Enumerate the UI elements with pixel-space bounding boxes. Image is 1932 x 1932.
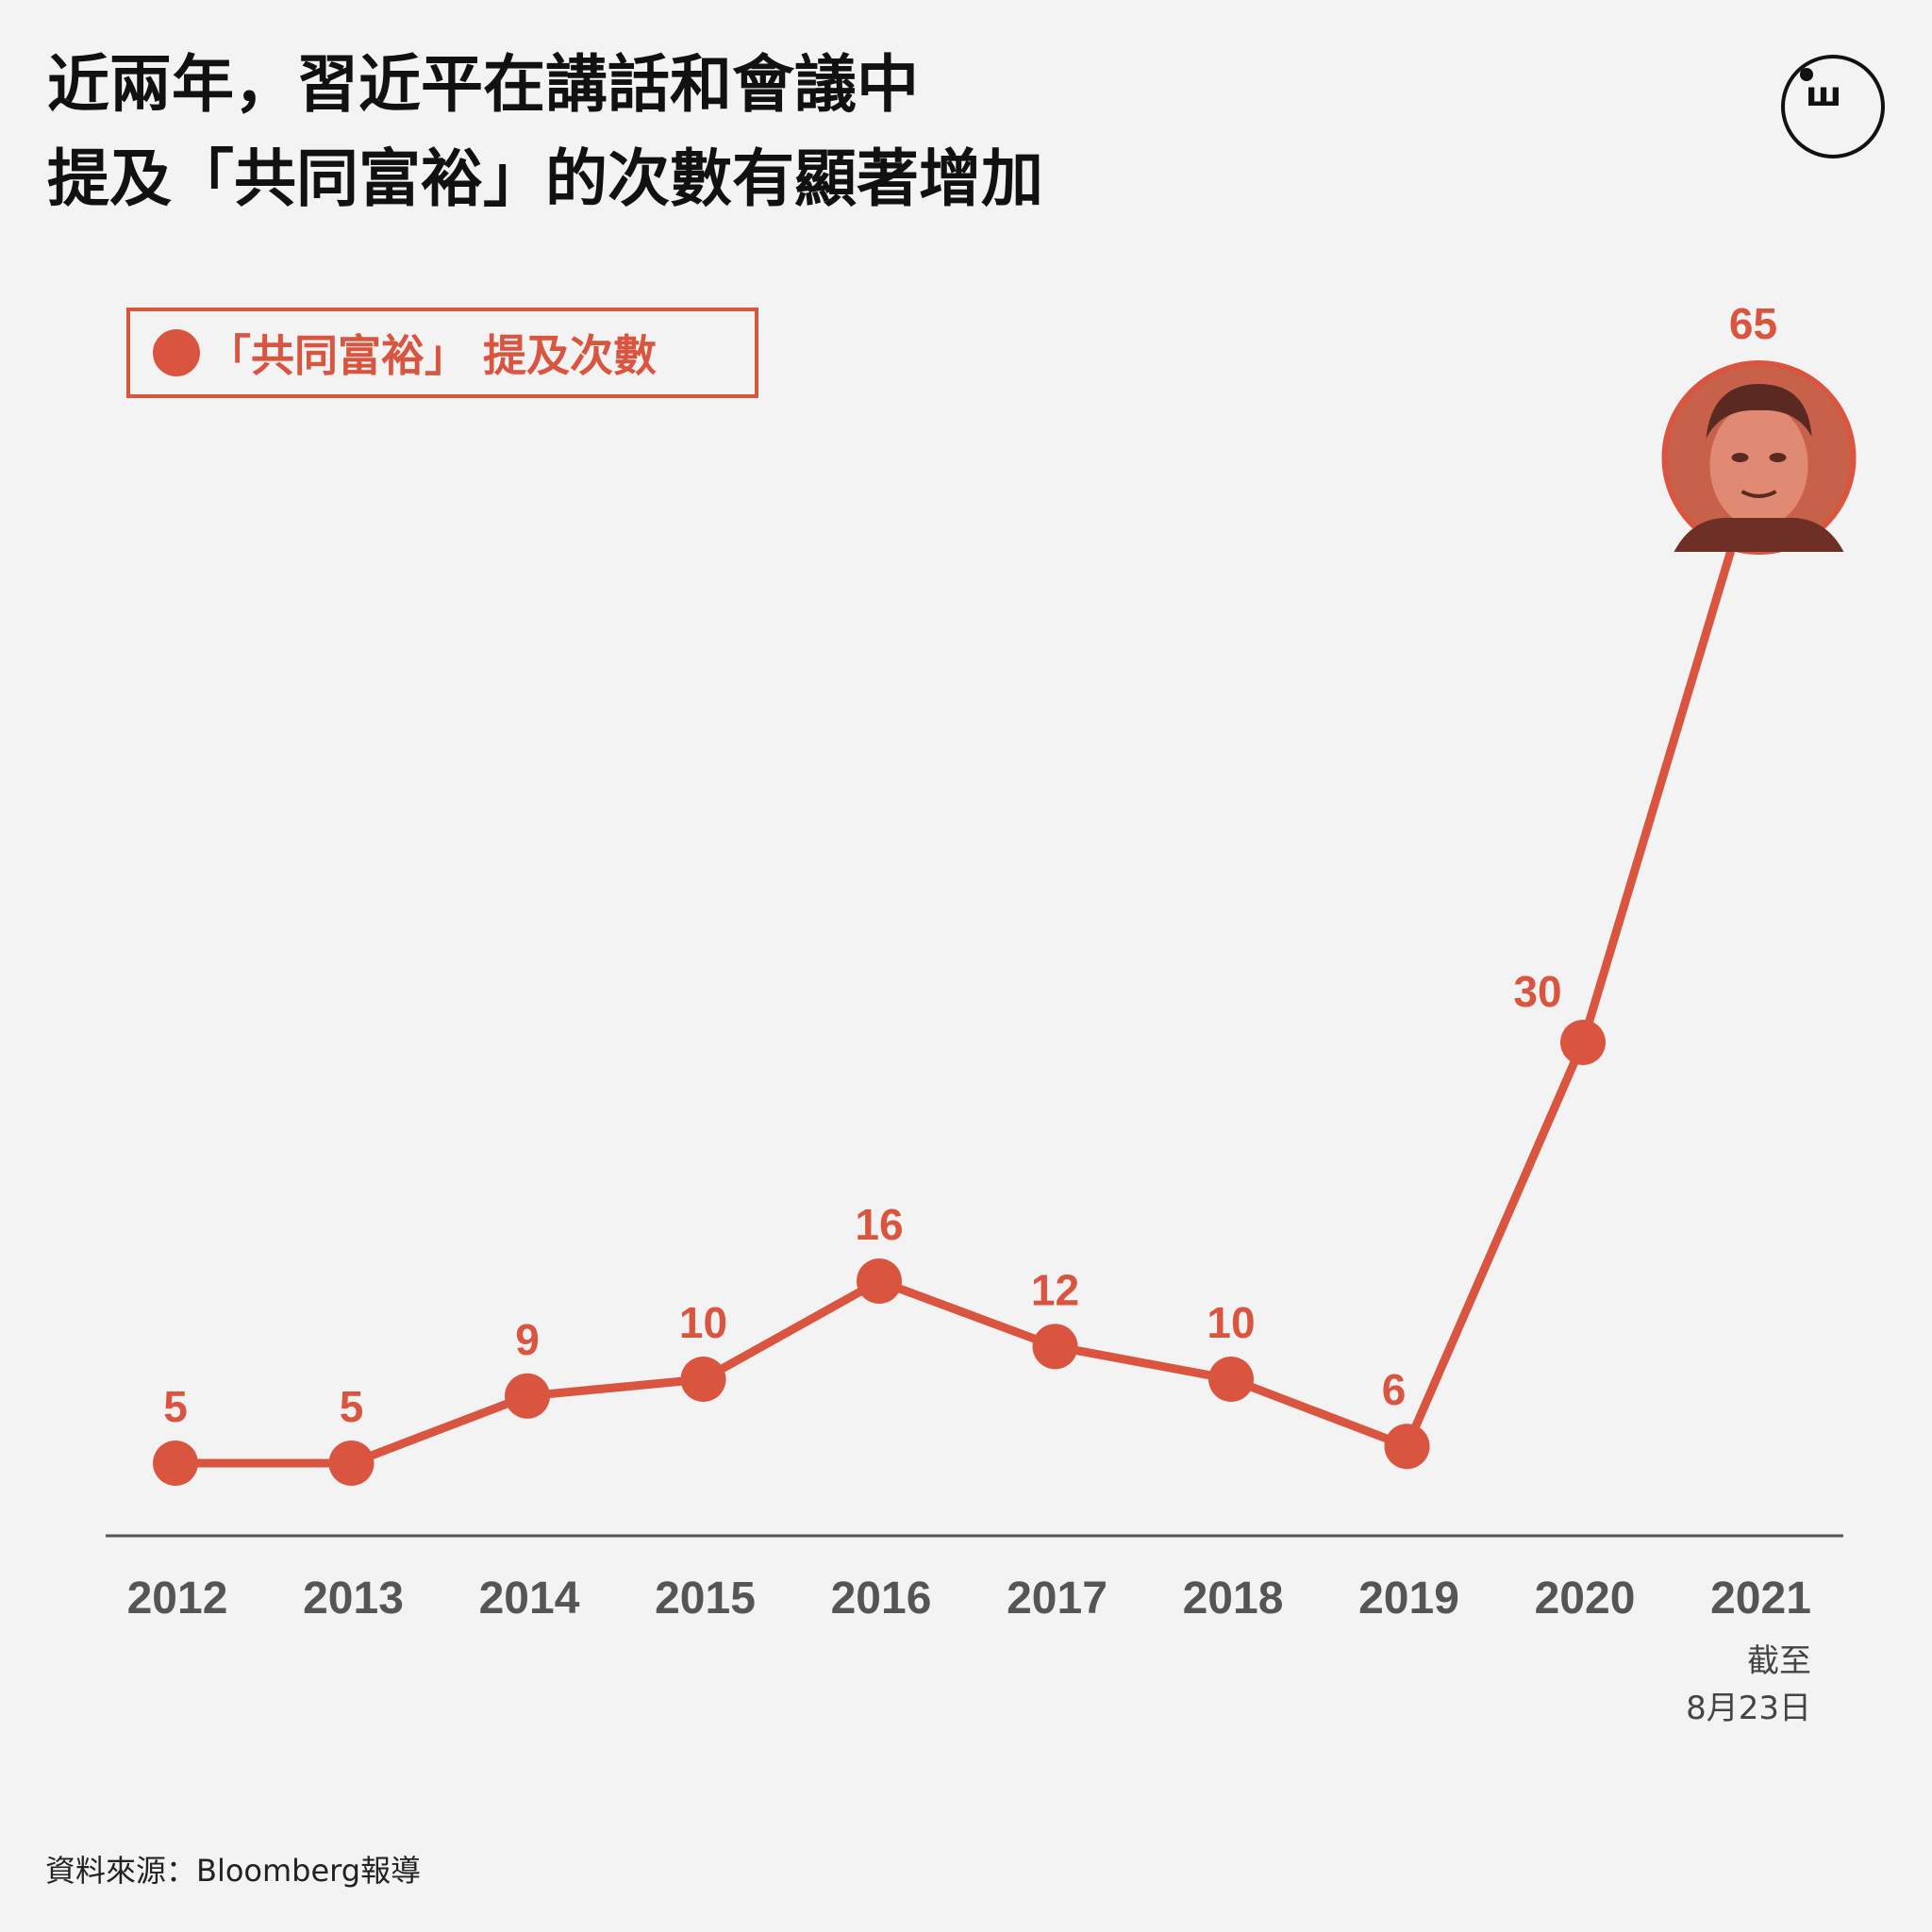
x-tick-label: 2014: [479, 1574, 580, 1624]
data-label: 5: [163, 1382, 188, 1431]
data-label: 9: [515, 1315, 540, 1364]
legend-swatch-icon: [153, 329, 200, 376]
series-line: [175, 456, 1763, 1468]
data-label: 6: [1382, 1365, 1407, 1414]
data-label: 16: [855, 1200, 903, 1249]
x-tick-label: 2021: [1710, 1574, 1811, 1624]
chart-title: 近兩年，習近平在講話和會議中 提及「共同富裕」的次數有顯著增加: [47, 38, 1043, 226]
brand-logo: ш: [1781, 55, 1885, 158]
chart-title-line-1: 近兩年，習近平在講話和會議中: [47, 48, 919, 121]
data-point: [1032, 1324, 1078, 1370]
chart-title-line-2: 提及「共同富裕」的次數有顯著增加: [47, 142, 1043, 215]
data-label: 12: [1031, 1265, 1079, 1314]
data-point: [505, 1373, 550, 1419]
source-note: 資料來源：Bloomberg報導: [45, 1853, 422, 1889]
logo-glyph: ш: [1806, 75, 1842, 114]
x-tick-label: 2012: [127, 1574, 228, 1624]
last-point-note-line-1: 截至: [1747, 1642, 1811, 1680]
logo-dot-icon: [1800, 68, 1813, 81]
data-point: [1384, 1424, 1430, 1470]
data-point: [328, 1441, 375, 1486]
data-label: 65: [1729, 299, 1777, 348]
data-point: [1560, 1020, 1606, 1065]
x-tick-label: 2013: [303, 1574, 404, 1624]
data-point: [153, 1441, 198, 1486]
data-point-portrait: [1661, 360, 1857, 555]
data-point: [857, 1258, 902, 1304]
data-label: 10: [1207, 1298, 1255, 1347]
x-tick-label: 2020: [1535, 1574, 1636, 1624]
data-label: 30: [1513, 967, 1561, 1016]
data-point: [1208, 1357, 1254, 1402]
x-tick-label: 2017: [1007, 1574, 1108, 1624]
data-label: 5: [340, 1382, 364, 1431]
x-tick-label: 2019: [1358, 1574, 1459, 1624]
data-point: [680, 1357, 726, 1402]
x-tick-label: 2018: [1183, 1574, 1284, 1624]
last-point-note-line-2: 8月23日: [1686, 1690, 1811, 1727]
data-label: 10: [679, 1298, 727, 1347]
chart-legend: 「共同富裕」 提及次數: [126, 308, 758, 398]
x-tick-label: 2016: [831, 1574, 932, 1624]
x-tick-label: 2015: [655, 1574, 756, 1624]
legend-label: 「共同富裕」 提及次數: [208, 330, 658, 381]
